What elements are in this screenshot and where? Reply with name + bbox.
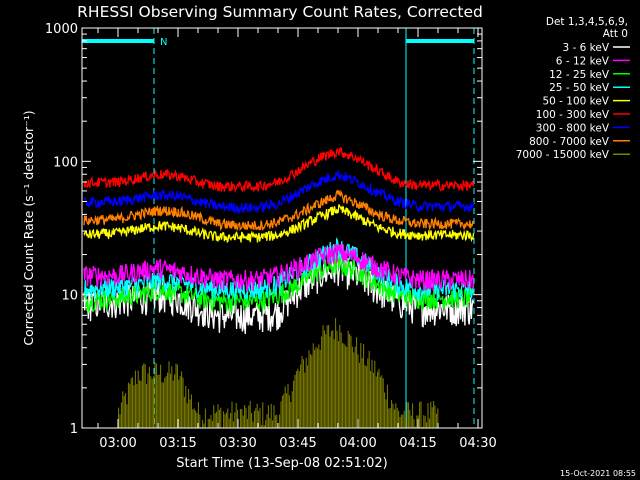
legend-label: 6 - 12 keV [556, 55, 610, 67]
night-label: N [160, 37, 167, 48]
series-6 [83, 170, 475, 215]
y-axis: 1 10 100 1000 [45, 22, 482, 437]
legend-label: 7000 - 15000 keV [516, 149, 610, 161]
x-tick-label: 03:30 [219, 436, 256, 451]
series-2 [83, 254, 475, 314]
y-tick-label: 1 [70, 422, 78, 437]
x-tick-label: 04:30 [459, 436, 496, 451]
x-tick-label: 03:45 [279, 436, 316, 451]
legend-label: 25 - 50 keV [549, 82, 610, 94]
series-5-line [83, 147, 475, 194]
legend-label: 12 - 25 keV [549, 69, 610, 81]
chart-title: RHESSI Observing Summary Count Rates, Co… [77, 3, 483, 21]
series-2-line [83, 254, 475, 314]
series-8 [118, 317, 439, 428]
series-layer [83, 147, 475, 428]
x-tick-label: 03:15 [159, 436, 196, 451]
legend-header: Det 1,3,4,5,6,9, [546, 16, 628, 28]
legend-label: 50 - 100 keV [542, 96, 609, 108]
y-tick-label: 1000 [45, 22, 78, 37]
legend-header: Att 0 [603, 28, 628, 40]
timestamp: 15-Oct-2021 08:55 [560, 469, 636, 478]
x-tick-label: 03:00 [99, 436, 136, 451]
x-axis: 03:00 03:15 03:30 03:45 04:00 04:15 04:30 [97, 28, 497, 451]
series-4-line [83, 204, 475, 244]
series-7-line [83, 189, 475, 232]
legend-label: 800 - 7000 keV [529, 136, 610, 148]
series-1 [83, 243, 475, 293]
legend-label: 100 - 300 keV [536, 109, 610, 121]
x-axis-label: Start Time (13-Sep-08 02:51:02) [176, 456, 387, 471]
series-1-line [83, 243, 475, 293]
series-4 [83, 204, 475, 244]
x-tick-label: 04:00 [339, 436, 376, 451]
plot-frame [81, 27, 483, 429]
y-tick-label: 100 [53, 155, 78, 170]
series-7 [83, 189, 475, 232]
series-6-line [83, 170, 475, 215]
legend-label: 3 - 6 keV [562, 42, 609, 54]
y-axis-label: Corrected Count Rate (s⁻¹ detector⁻¹) [21, 110, 36, 345]
series-5 [83, 147, 475, 194]
y-tick-label: 10 [61, 289, 78, 304]
legend-label: 300 - 800 keV [536, 122, 610, 134]
x-tick-label: 04:15 [399, 436, 436, 451]
